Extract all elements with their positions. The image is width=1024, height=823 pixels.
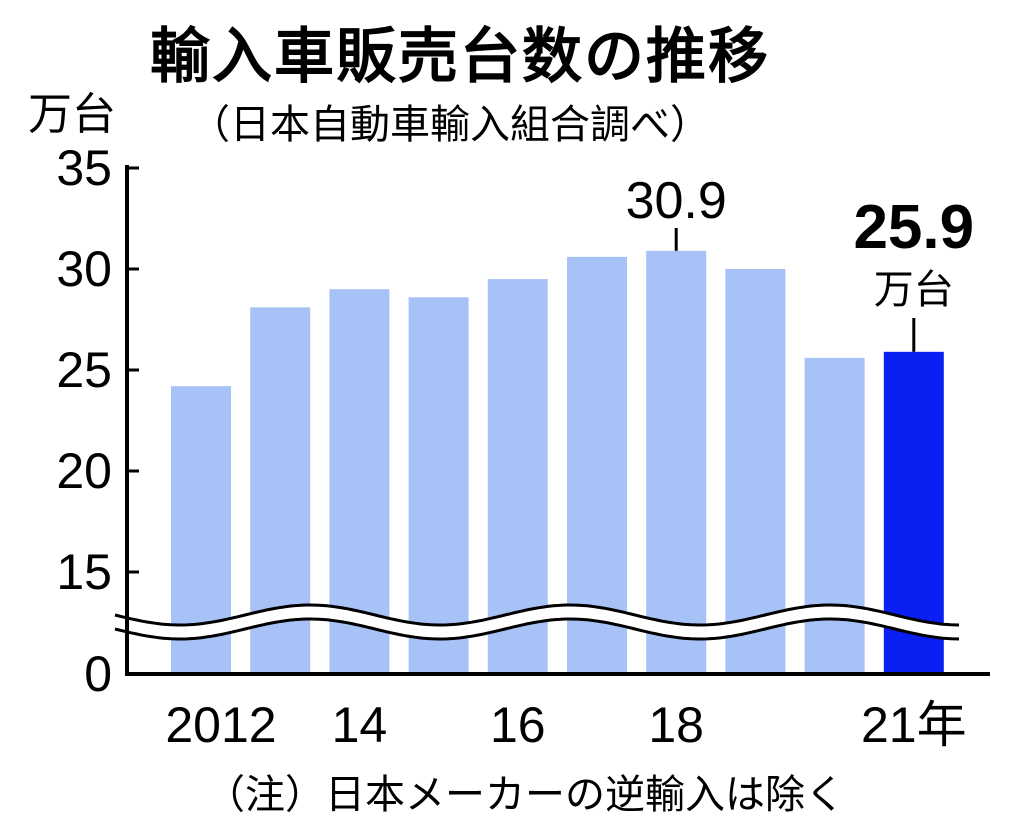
y-tick-label: 0 — [84, 646, 112, 702]
x-tick-label: 21年 — [861, 697, 967, 753]
x-tick-label: 2012 — [165, 697, 276, 753]
x-tick-label: 14 — [332, 697, 388, 753]
axis-break-line-upper — [114, 603, 960, 627]
y-tick-label: 15 — [56, 544, 112, 600]
y-axis-unit-label: 万台 — [28, 89, 116, 140]
x-tick-label: 18 — [648, 697, 704, 753]
chart-subtitle: （日本自動車輸入組合調べ） — [190, 102, 710, 148]
y-tick-label: 35 — [56, 140, 112, 196]
bar-15 — [408, 297, 469, 674]
data-label-unit: 万台 — [874, 267, 954, 313]
y-tick-label: 20 — [56, 443, 112, 499]
chart-note: （注）日本メーカーの逆輸入は除く — [205, 772, 845, 818]
data-label: 25.9 — [853, 193, 974, 262]
y-tick-label: 30 — [56, 241, 112, 297]
x-tick-label: 16 — [490, 697, 546, 753]
bar-19 — [725, 269, 786, 674]
bar-20 — [804, 357, 865, 674]
chart-title: 輸入車販売台数の推移 — [150, 22, 770, 92]
y-tick-label: 25 — [56, 342, 112, 398]
data-label: 30.9 — [626, 172, 727, 230]
bar-18 — [646, 250, 707, 674]
axis-break-line-lower — [114, 617, 960, 641]
axis-break-gap — [113, 604, 960, 640]
